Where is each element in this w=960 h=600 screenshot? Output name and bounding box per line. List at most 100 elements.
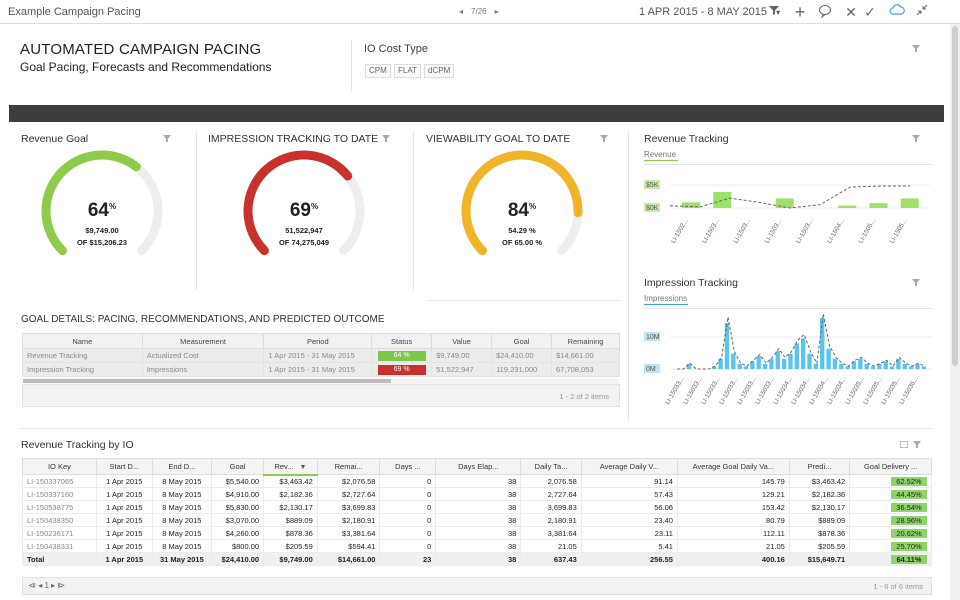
table-cell: 57.43 — [580, 487, 678, 501]
column-header[interactable]: IO Key — [22, 458, 97, 475]
column-header[interactable]: Predi... — [788, 458, 851, 475]
revenue-trend-line — [669, 185, 910, 209]
table-cell: 36.54% — [849, 500, 932, 514]
table-cell: 25.70% — [849, 539, 932, 553]
table-row[interactable]: LI-150337160 1 Apr 2015 8 May 2015 $4,910.0… — [22, 487, 932, 501]
table-pager[interactable]: ⧏ ◂ 1 ▸ ⧐ — [28, 581, 66, 590]
column-header[interactable]: Goal — [491, 333, 553, 349]
column-header[interactable]: Remaining — [551, 333, 620, 349]
column-header-label: IO Key — [47, 462, 71, 471]
table-row[interactable]: Revenue Tracking Actualized Cost 1 Apr 201… — [22, 348, 620, 363]
filter-icon[interactable] — [912, 135, 920, 143]
gauge-goal: OF 74,275,049 — [278, 238, 330, 247]
table-row[interactable]: LI-150438350 1 Apr 2015 8 May 2015 $3,070.0… — [22, 513, 932, 527]
filter-icon[interactable] — [912, 45, 920, 53]
header-divider — [351, 40, 352, 92]
chart-rule — [644, 308, 932, 309]
table-cell: 38 — [435, 487, 522, 501]
column-header[interactable]: Goal Delivery ... — [849, 458, 932, 475]
column-header-label: End D... — [168, 462, 196, 471]
date-range-selector[interactable]: 1 APR 2015 - 8 MAY 2015 ▾ — [639, 6, 780, 18]
table-row[interactable]: LI-150337065 1 Apr 2015 8 May 2015 $5,540.0… — [22, 474, 932, 488]
table-cell: 38 — [435, 474, 522, 488]
table-row[interactable]: LI-150438331 1 Apr 2015 8 May 2015 $800.00 $… — [22, 539, 932, 553]
plus-icon[interactable]: + — [794, 2, 806, 22]
revenue-tracking-chart: $5K $0K LI-1502... LI-1503... LI-1503... LI-1… — [644, 180, 930, 245]
filter-icon[interactable] — [600, 135, 608, 143]
impression-bar — [775, 351, 780, 369]
grid-icon[interactable] — [900, 441, 908, 448]
column-header[interactable]: Average Goal Daily Va... — [676, 458, 790, 475]
column-header-label: Days ... — [395, 462, 421, 471]
column-header[interactable]: Remai... — [316, 458, 381, 475]
cell-goal: 119,231,000 — [491, 362, 553, 377]
column-header-label: Predi... — [807, 462, 832, 471]
sort-desc-icon[interactable]: ▼ — [299, 463, 307, 471]
section-banner — [9, 105, 944, 122]
y-label-bg — [644, 364, 660, 373]
check-icon[interactable]: ✓ — [864, 4, 876, 20]
table-row[interactable]: LI-150236171 1 Apr 2015 8 May 2015 $4,260.0… — [22, 526, 932, 540]
column-header[interactable]: End D... — [151, 458, 213, 475]
table-cell: 0 — [379, 474, 437, 488]
total-cell: 23 — [379, 552, 437, 566]
page-scrollbar[interactable] — [950, 24, 960, 600]
table-cell: $205.59 — [263, 539, 318, 553]
filter-icon[interactable] — [913, 441, 921, 449]
io-revenue-table: IO Key Start D... End D... Goal Rev... ▼ Remai… — [22, 458, 932, 566]
collapse-icon[interactable] — [914, 4, 930, 20]
scrollbar-thumb[interactable] — [952, 26, 958, 366]
io-cost-chip-dcpm[interactable]: dCPM — [424, 64, 455, 78]
filter-icon[interactable] — [766, 4, 782, 20]
panel-divider — [628, 132, 629, 420]
impression-bar — [743, 366, 749, 369]
io-cost-chip-flat[interactable]: FLAT — [394, 64, 421, 78]
table-row[interactable]: LI-150538775 1 Apr 2015 8 May 2015 $5,830.0… — [22, 500, 932, 514]
impression-bar — [877, 363, 882, 369]
table-cell: 1 Apr 2015 — [95, 526, 153, 540]
table-cell: 56.06 — [580, 500, 678, 514]
column-header[interactable]: Name — [22, 333, 143, 349]
column-header[interactable]: Value — [431, 333, 493, 349]
filter-icon[interactable] — [912, 279, 920, 287]
impression-bar — [807, 353, 812, 369]
column-header[interactable]: Average Daily V... — [580, 458, 678, 475]
column-header[interactable]: Measurement — [141, 333, 265, 349]
table-cell: 8 May 2015 — [151, 500, 213, 514]
horizontal-scrollbar[interactable] — [23, 378, 619, 384]
table-cell: 8 May 2015 — [151, 487, 213, 501]
column-header[interactable]: Rev... ▼ — [263, 458, 318, 476]
table-row[interactable]: Impression Tracking Impressions 1 Apr 2015… — [22, 362, 620, 377]
column-header[interactable]: Start D... — [95, 458, 153, 475]
scrollbar-thumb[interactable] — [23, 379, 391, 383]
comment-icon[interactable] — [817, 4, 833, 20]
page-title: AUTOMATED CAMPAIGN PACING — [20, 41, 262, 58]
filter-icon[interactable] — [382, 135, 390, 143]
total-cell: $9,749.00 — [263, 552, 318, 566]
goal-details-title: GOAL DETAILS: PACING, RECOMMENDATIONS, A… — [21, 314, 385, 325]
column-header[interactable]: Days ... — [379, 458, 437, 475]
total-cell: $14,661.00 — [316, 552, 381, 566]
prev-page-icon[interactable]: ◂ — [459, 7, 464, 16]
column-header[interactable]: Period — [263, 333, 373, 349]
table-cell: 21.05 — [520, 539, 582, 553]
gauge-value: 51,522,947 — [285, 226, 323, 235]
io-cost-chip-cpm[interactable]: CPM — [365, 64, 391, 78]
column-header[interactable]: Goal — [211, 458, 265, 475]
impression-bar — [889, 366, 895, 369]
goal-table-count: 1 - 2 of 2 items — [559, 392, 609, 401]
close-icon[interactable]: ✕ — [845, 4, 857, 20]
filter-icon[interactable] — [163, 135, 171, 143]
impression-bar — [826, 348, 831, 369]
chart-rule — [644, 164, 932, 165]
table-cell: LI-150538775 — [22, 500, 97, 514]
column-header[interactable]: Status — [371, 333, 433, 349]
column-header[interactable]: Days Elap... — [435, 458, 522, 475]
gauge-arc — [461, 150, 583, 256]
next-page-icon[interactable]: ▸ — [494, 7, 499, 16]
io-table-count: 1 - 6 of 6 items — [873, 582, 923, 591]
table-cell: $205.59 — [788, 539, 851, 553]
column-header[interactable]: Daily Ta... — [520, 458, 582, 475]
table-cell: LI-150337160 — [22, 487, 97, 501]
cloud-icon[interactable] — [889, 4, 905, 20]
